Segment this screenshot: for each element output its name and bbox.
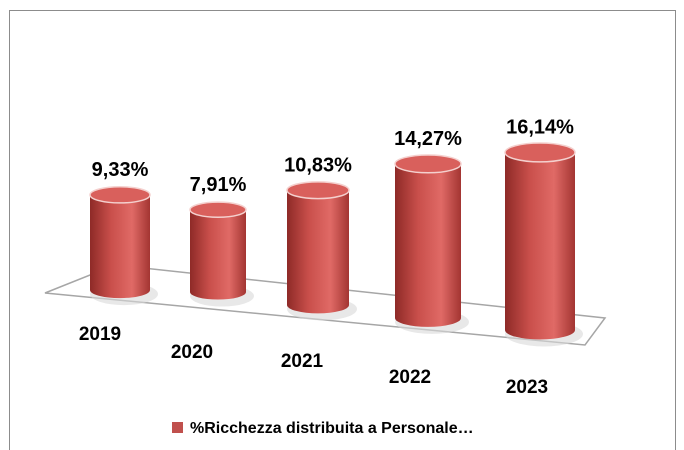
- data-label: 9,33%: [92, 159, 149, 181]
- bar-top: [89, 185, 151, 204]
- x-tick-label: 2022: [389, 367, 431, 388]
- bar-top: [189, 201, 247, 219]
- bar: [505, 152, 575, 340]
- legend-label: %Ricchezza distribuita a Personale…: [190, 420, 474, 437]
- data-label: 16,14%: [506, 117, 574, 139]
- bar-top: [286, 181, 350, 200]
- bar-top: [394, 154, 462, 174]
- data-label: 10,83%: [284, 154, 352, 176]
- x-tick-label: 2023: [506, 377, 548, 398]
- bar: [287, 190, 349, 314]
- bar: [90, 194, 150, 299]
- legend-swatch: [172, 422, 183, 433]
- bar: [395, 163, 461, 327]
- data-label: 14,27%: [394, 128, 462, 150]
- bar: [190, 209, 246, 300]
- x-tick-label: 2021: [281, 351, 324, 372]
- bar-top: [504, 142, 576, 163]
- data-label: 7,91%: [190, 174, 247, 196]
- plot-area: 2019 9,33% 2020 7,91% 2021 10,83% 2022 14,27% 20…: [79, 117, 583, 398]
- x-tick-label: 2020: [171, 342, 213, 363]
- x-tick-label: 2019: [79, 324, 121, 345]
